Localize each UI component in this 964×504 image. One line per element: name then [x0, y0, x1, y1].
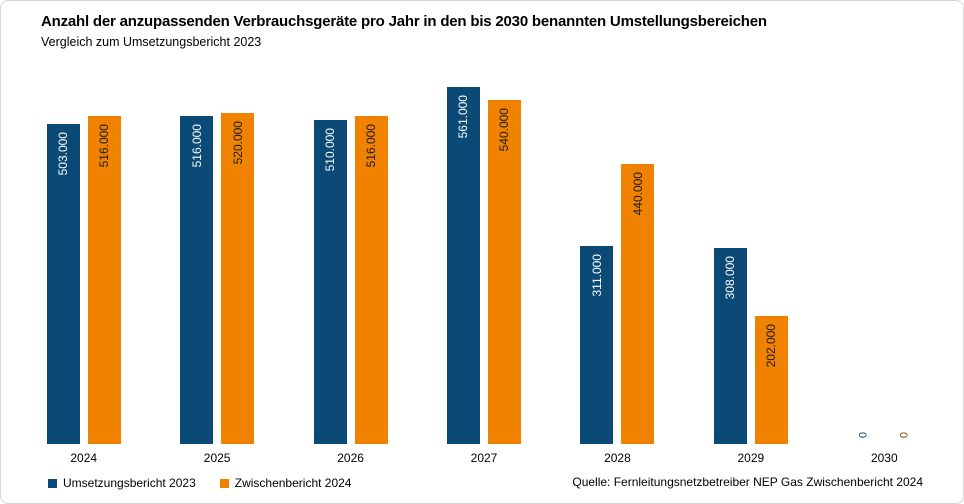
category-group-2028: 311.000 440.000 2028 [551, 75, 684, 465]
legend-label: Umsetzungsbericht 2023 [63, 476, 196, 490]
bar-umsetzungsbericht-2023: 510.000 [313, 119, 347, 444]
x-axis-label-2027: 2027 [470, 451, 498, 465]
bar-slot-umsetzungsbericht-2023: 308.000 [713, 75, 747, 444]
bar-umsetzungsbericht-2023: 308.000 [713, 248, 747, 444]
category-group-2026: 510.000 516.000 2026 [284, 75, 417, 465]
bar-value-label: 561.000 [456, 95, 471, 139]
source-note: Quelle: Fernleitungsnetzbetreiber NEP Ga… [572, 475, 923, 489]
bar-umsetzungsbericht-2023: 503.000 [46, 124, 80, 444]
bar-slot-zwischenbericht-2024: 540.000 [487, 75, 521, 444]
category-group-2025: 516.000 520.000 2025 [150, 75, 283, 465]
bar-umsetzungsbericht-2023: 516.000 [180, 115, 214, 444]
bar-pair: 308.000 202.000 [684, 75, 817, 444]
legend-item-umsetzungsbericht-2023: Umsetzungsbericht 2023 [48, 476, 196, 490]
bar-pair: 561.000 540.000 [417, 75, 550, 444]
bar-zwischenbericht-2024: 540.000 [487, 100, 521, 444]
bar-value-label: 0 [857, 431, 870, 438]
bar-zwischenbericht-2024: 516.000 [87, 115, 121, 444]
bar-value-label: 510.000 [323, 127, 338, 171]
x-axis-label-2024: 2024 [70, 451, 98, 465]
bar-slot-umsetzungsbericht-2023: 0 [847, 75, 880, 444]
chart-subtitle: Vergleich zum Umsetzungsbericht 2023 [41, 35, 262, 49]
bar-value-label: 516.000 [364, 123, 379, 168]
bar-slot-zwischenbericht-2024: 440.000 [621, 75, 655, 444]
bar-value-label: 311.000 [589, 254, 604, 297]
x-axis-label-2028: 2028 [604, 451, 631, 465]
bar-slot-umsetzungsbericht-2023: 516.000 [180, 75, 214, 444]
chart-title: Anzahl der anzupassenden Verbrauchsgerät… [41, 13, 767, 30]
bar-umsetzungsbericht-2023: 311.000 [580, 246, 614, 444]
x-axis-label-2026: 2026 [337, 451, 364, 465]
plot-area: 503.000 516.000 2024 516.000 520.000 2025 510.… [17, 75, 951, 465]
x-axis-label-2025: 2025 [203, 451, 231, 465]
bar-value-label: 202.000 [764, 323, 779, 367]
bar-pair: 503.000 516.000 [17, 75, 150, 444]
bar-zwischenbericht-2024: 440.000 [621, 164, 655, 444]
bar-slot-zwischenbericht-2024: 202.000 [754, 75, 788, 444]
bar-pair: 516.000 520.000 [150, 75, 283, 444]
bar-value-label: 516.000 [97, 123, 112, 168]
bar-zwischenbericht-2024: 520.000 [221, 113, 255, 444]
bar-slot-umsetzungsbericht-2023: 510.000 [313, 75, 347, 444]
bar-slot-umsetzungsbericht-2023: 311.000 [580, 75, 614, 444]
legend-label: Zwischenbericht 2024 [234, 476, 352, 490]
legend-marker-blue-icon [48, 478, 57, 488]
bar-umsetzungsbericht-2023: 561.000 [446, 87, 480, 444]
bar-value-label: 516.000 [189, 123, 204, 168]
category-group-2030: 0 0 2030 [818, 75, 951, 465]
bar-slot-zwischenbericht-2024: 516.000 [354, 75, 388, 444]
bar-slot-zwischenbericht-2024: 516.000 [87, 75, 121, 444]
bar-zwischenbericht-2024: 202.000 [754, 315, 788, 444]
legend: Umsetzungsbericht 2023 Zwischenbericht 2… [48, 476, 351, 490]
bar-value-label: 540.000 [497, 108, 512, 152]
category-group-2029: 308.000 202.000 2029 [684, 75, 817, 465]
bar-value-label: 440.000 [630, 172, 645, 216]
category-group-2024: 503.000 516.000 2024 [17, 75, 150, 465]
legend-item-zwischenbericht-2024: Zwischenbericht 2024 [219, 476, 352, 490]
x-axis-label-2029: 2029 [737, 451, 765, 465]
bar-zwischenbericht-2024: 516.000 [354, 115, 388, 444]
bar-pair: 311.000 440.000 [551, 75, 684, 444]
bar-slot-umsetzungsbericht-2023: 561.000 [446, 75, 480, 444]
bar-pair: 510.000 516.000 [284, 75, 417, 444]
bar-value-label: 0 [898, 431, 911, 438]
bar-slot-zwischenbericht-2024: 520.000 [221, 75, 255, 444]
bar-slot-umsetzungsbericht-2023: 503.000 [46, 75, 80, 444]
bar-value-label: 503.000 [56, 132, 71, 176]
x-axis-label-2030: 2030 [870, 451, 898, 465]
bar-value-label: 520.000 [230, 121, 245, 165]
category-group-2027: 561.000 540.000 2027 [417, 75, 550, 465]
bar-value-label: 308.000 [723, 256, 738, 300]
bar-slot-zwischenbericht-2024: 0 [888, 75, 921, 444]
legend-marker-orange-icon [219, 478, 229, 488]
